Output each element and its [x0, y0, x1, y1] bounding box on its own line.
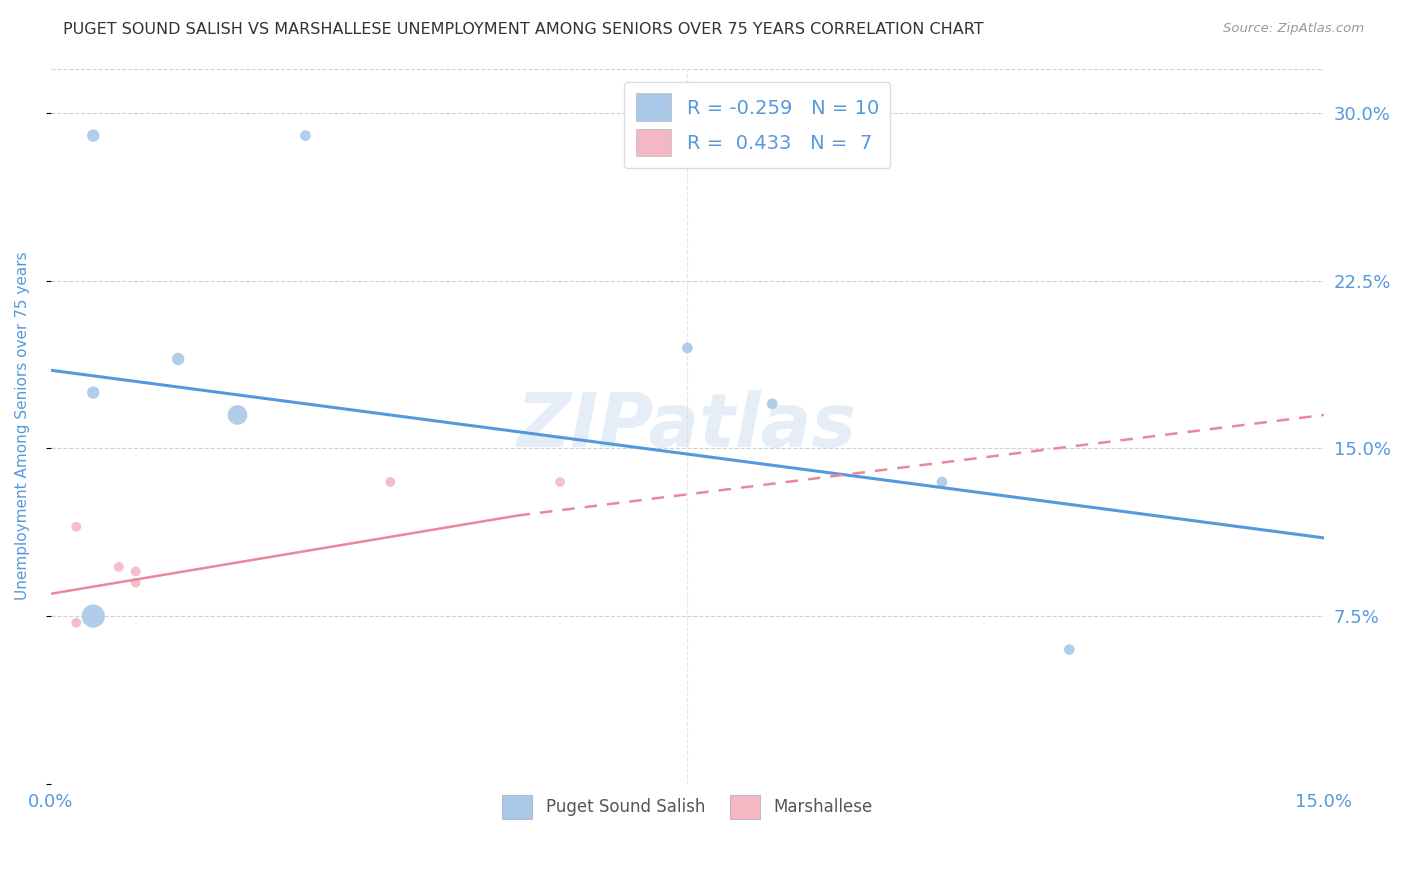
Point — [931, 475, 953, 489]
Point — [65, 615, 87, 630]
Point — [82, 609, 104, 624]
Legend: Puget Sound Salish, Marshallese: Puget Sound Salish, Marshallese — [495, 789, 879, 825]
Point — [676, 341, 699, 355]
Point — [82, 385, 104, 400]
Point — [294, 128, 316, 143]
Text: Source: ZipAtlas.com: Source: ZipAtlas.com — [1223, 22, 1364, 36]
Point — [167, 352, 190, 367]
Point — [380, 475, 402, 489]
Text: ZIPatlas: ZIPatlas — [517, 390, 858, 463]
Point — [125, 575, 148, 590]
Point — [226, 408, 249, 422]
Y-axis label: Unemployment Among Seniors over 75 years: Unemployment Among Seniors over 75 years — [15, 252, 30, 600]
Point — [1059, 642, 1081, 657]
Point — [82, 128, 104, 143]
Point — [107, 560, 129, 574]
Point — [125, 565, 148, 579]
Point — [65, 519, 87, 533]
Point — [548, 475, 571, 489]
Point — [761, 397, 783, 411]
Text: PUGET SOUND SALISH VS MARSHALLESE UNEMPLOYMENT AMONG SENIORS OVER 75 YEARS CORRE: PUGET SOUND SALISH VS MARSHALLESE UNEMPL… — [63, 22, 984, 37]
